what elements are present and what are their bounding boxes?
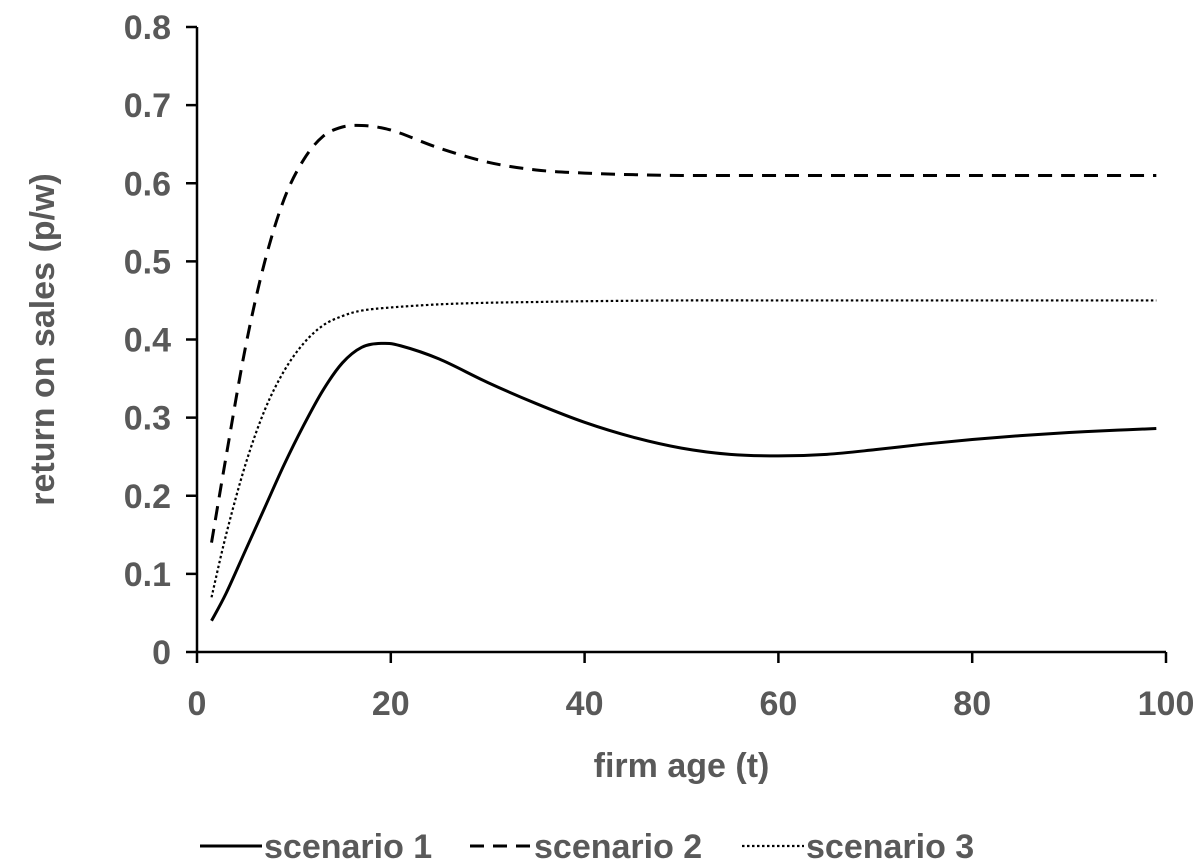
series-line-1 bbox=[210, 341, 1157, 622]
legend-label-3: scenario 3 bbox=[806, 828, 974, 862]
axis-titles: firm age (t) return on sales (p/w) bbox=[24, 173, 769, 785]
x-tick-label: 60 bbox=[759, 685, 797, 723]
axes bbox=[195, 27, 1166, 654]
y-tick-label: 0.5 bbox=[124, 243, 171, 281]
y-tick-label: 0 bbox=[152, 634, 171, 672]
legend-label-1: scenario 1 bbox=[264, 828, 432, 862]
y-tick-label: 0.1 bbox=[124, 556, 171, 594]
series-line-3 bbox=[210, 299, 1157, 598]
ticks: 0 0.1 0.2 0.3 0.4 0.5 0.6 0.7 0.8 0 20 40 60 80 100 bbox=[124, 9, 1195, 723]
y-tick-label: 0.7 bbox=[124, 87, 171, 125]
legend: scenario 1 scenario 2 scenario 3 bbox=[200, 828, 974, 862]
x-tick-label: 40 bbox=[566, 685, 604, 723]
x-tick-label: 100 bbox=[1138, 685, 1195, 723]
legend-label-2: scenario 2 bbox=[534, 828, 702, 862]
x-tick-label: 0 bbox=[188, 685, 207, 723]
y-axis-title: return on sales (p/w) bbox=[24, 173, 62, 506]
series-lines bbox=[210, 123, 1157, 622]
y-tick-label: 0.4 bbox=[124, 322, 171, 360]
series-line-2 bbox=[210, 123, 1157, 543]
x-tick-label: 20 bbox=[372, 685, 410, 723]
x-tick-label: 80 bbox=[953, 685, 991, 723]
x-axis-title: firm age (t) bbox=[594, 747, 770, 785]
y-tick-label: 0.8 bbox=[124, 9, 171, 47]
y-tick-label: 0.6 bbox=[124, 165, 171, 203]
y-tick-label: 0.2 bbox=[124, 478, 171, 516]
y-tick-label: 0.3 bbox=[124, 400, 171, 438]
